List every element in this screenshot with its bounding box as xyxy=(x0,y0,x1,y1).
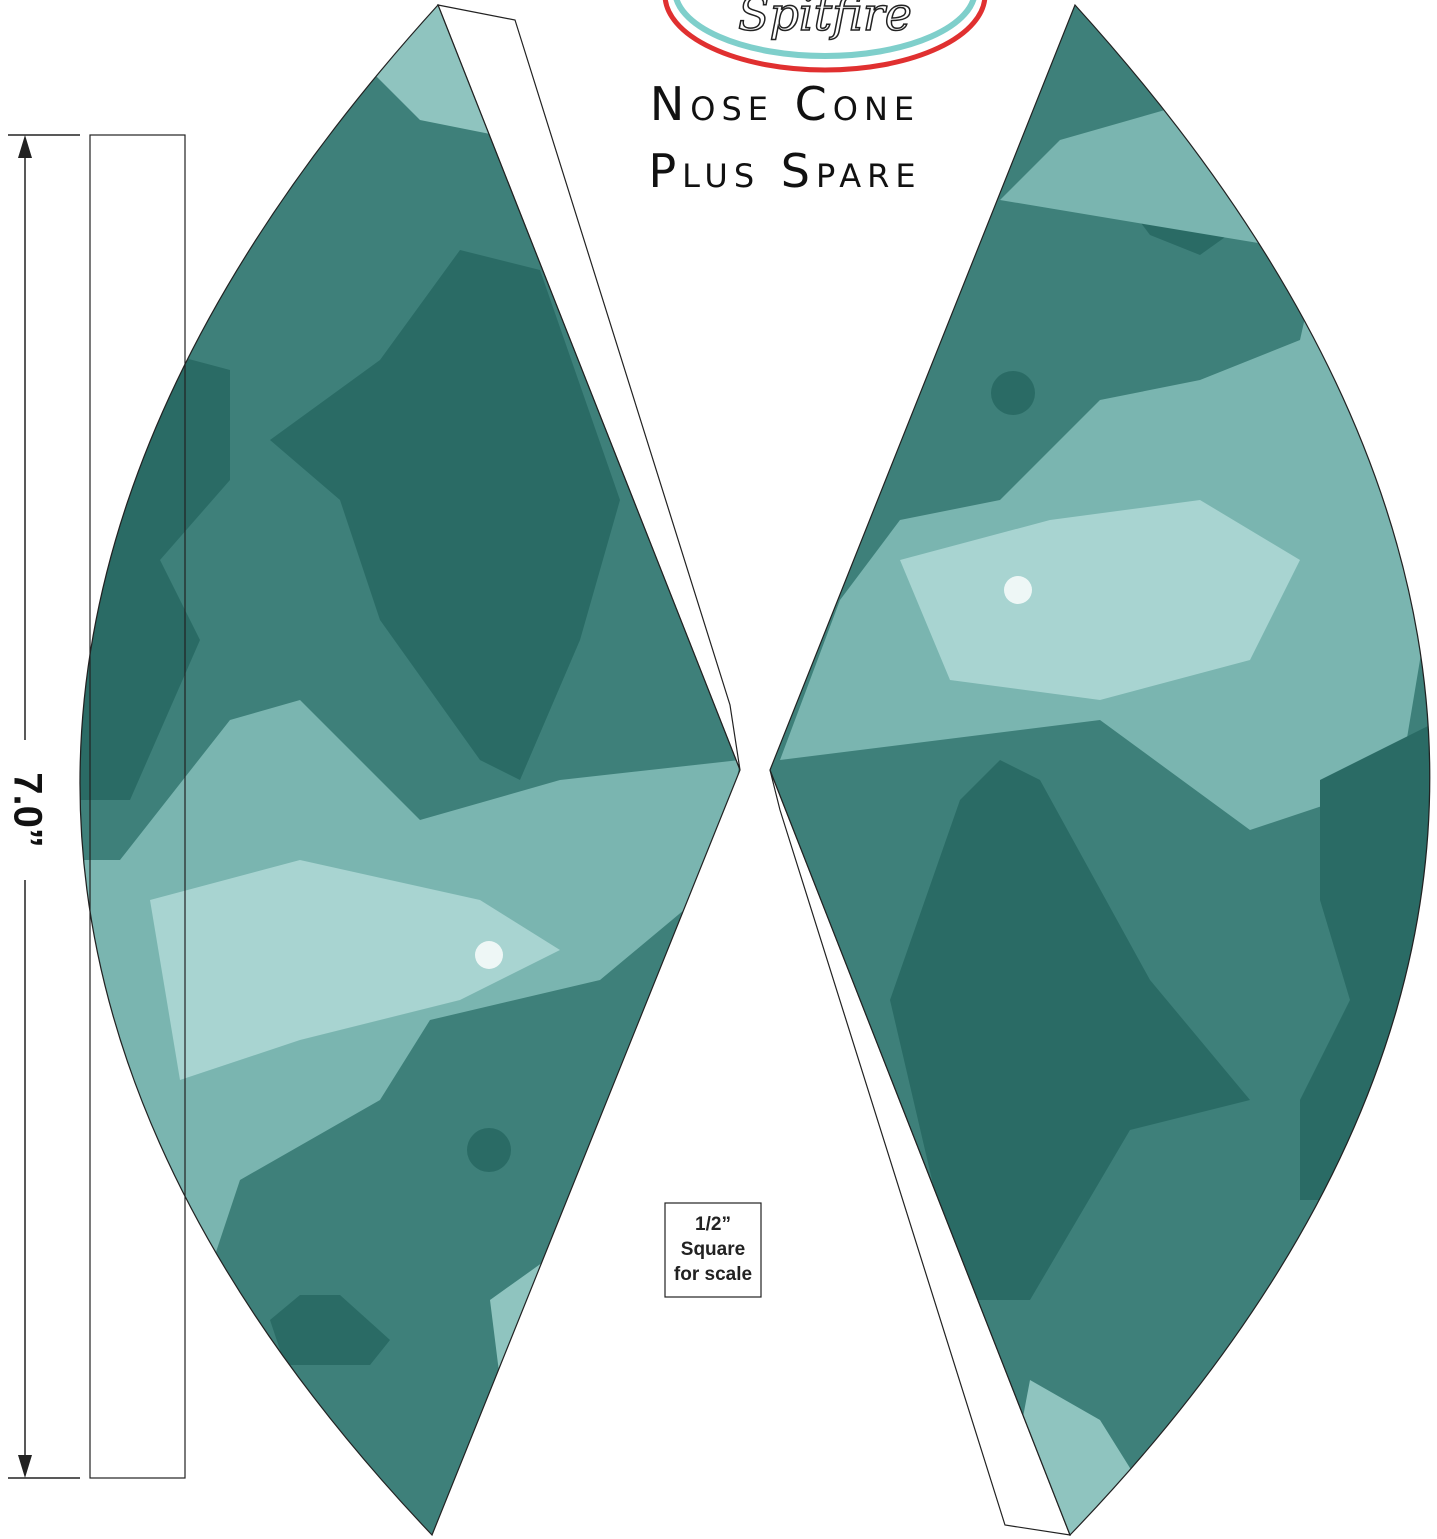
scale-text: for scale xyxy=(674,1264,752,1285)
dimension-line xyxy=(8,134,80,1479)
scale-text: Square xyxy=(681,1239,745,1260)
title-line: Nose Cone xyxy=(650,77,920,131)
title-line: Plus Spare xyxy=(648,144,921,198)
logo-text: Spitfire xyxy=(738,0,912,41)
cone-piece xyxy=(79,5,740,1535)
dimension-box xyxy=(89,134,186,1479)
cone-outline xyxy=(769,3,1431,1537)
cone-piece xyxy=(770,5,1430,1535)
cone-outline xyxy=(79,3,741,1537)
logo: Spitfire xyxy=(662,0,988,73)
scale-text: 1/2” xyxy=(695,1214,731,1235)
scale-square xyxy=(664,1202,762,1298)
dimension-label: 7.0” xyxy=(5,772,49,848)
